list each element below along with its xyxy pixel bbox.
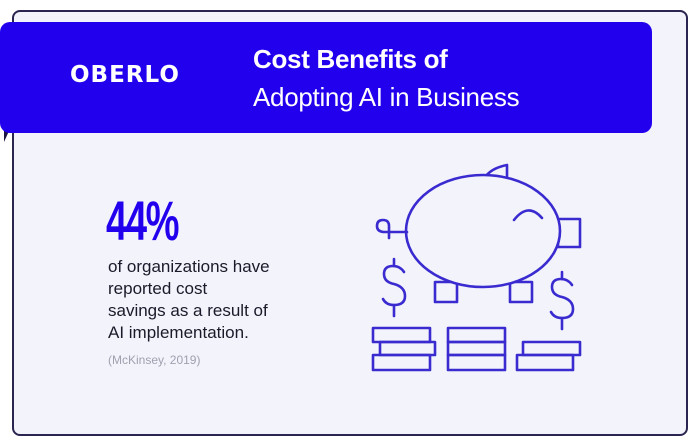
- description-line: reported cost: [108, 279, 208, 298]
- description-line: savings as a result of: [108, 301, 268, 320]
- dollar-icon: [549, 270, 575, 331]
- pig-leg: [433, 280, 459, 304]
- pig-tail: [375, 218, 409, 240]
- pig-leg: [508, 280, 534, 304]
- header-banner: [0, 22, 652, 133]
- coin-stack: [446, 326, 507, 372]
- oberlo-logo: OBERLO: [70, 62, 180, 88]
- coin-stack: [371, 326, 437, 372]
- pig-smile: [512, 209, 544, 222]
- dollar-icon: [381, 257, 407, 318]
- stat-description: of organizations have reported cost savi…: [108, 256, 328, 344]
- citation: (McKinsey, 2019): [108, 353, 201, 367]
- pig-body: [404, 173, 562, 289]
- title-line-1: Cost Benefits of: [253, 44, 448, 74]
- pig-snout: [556, 217, 582, 249]
- description-line: AI implementation.: [108, 323, 249, 342]
- description-line: of organizations have: [108, 257, 270, 276]
- title-line-2: Adopting AI in Business: [253, 82, 520, 112]
- coin-stack: [515, 340, 582, 372]
- piggy-bank: [375, 163, 582, 304]
- stat-value: 44%: [106, 189, 180, 252]
